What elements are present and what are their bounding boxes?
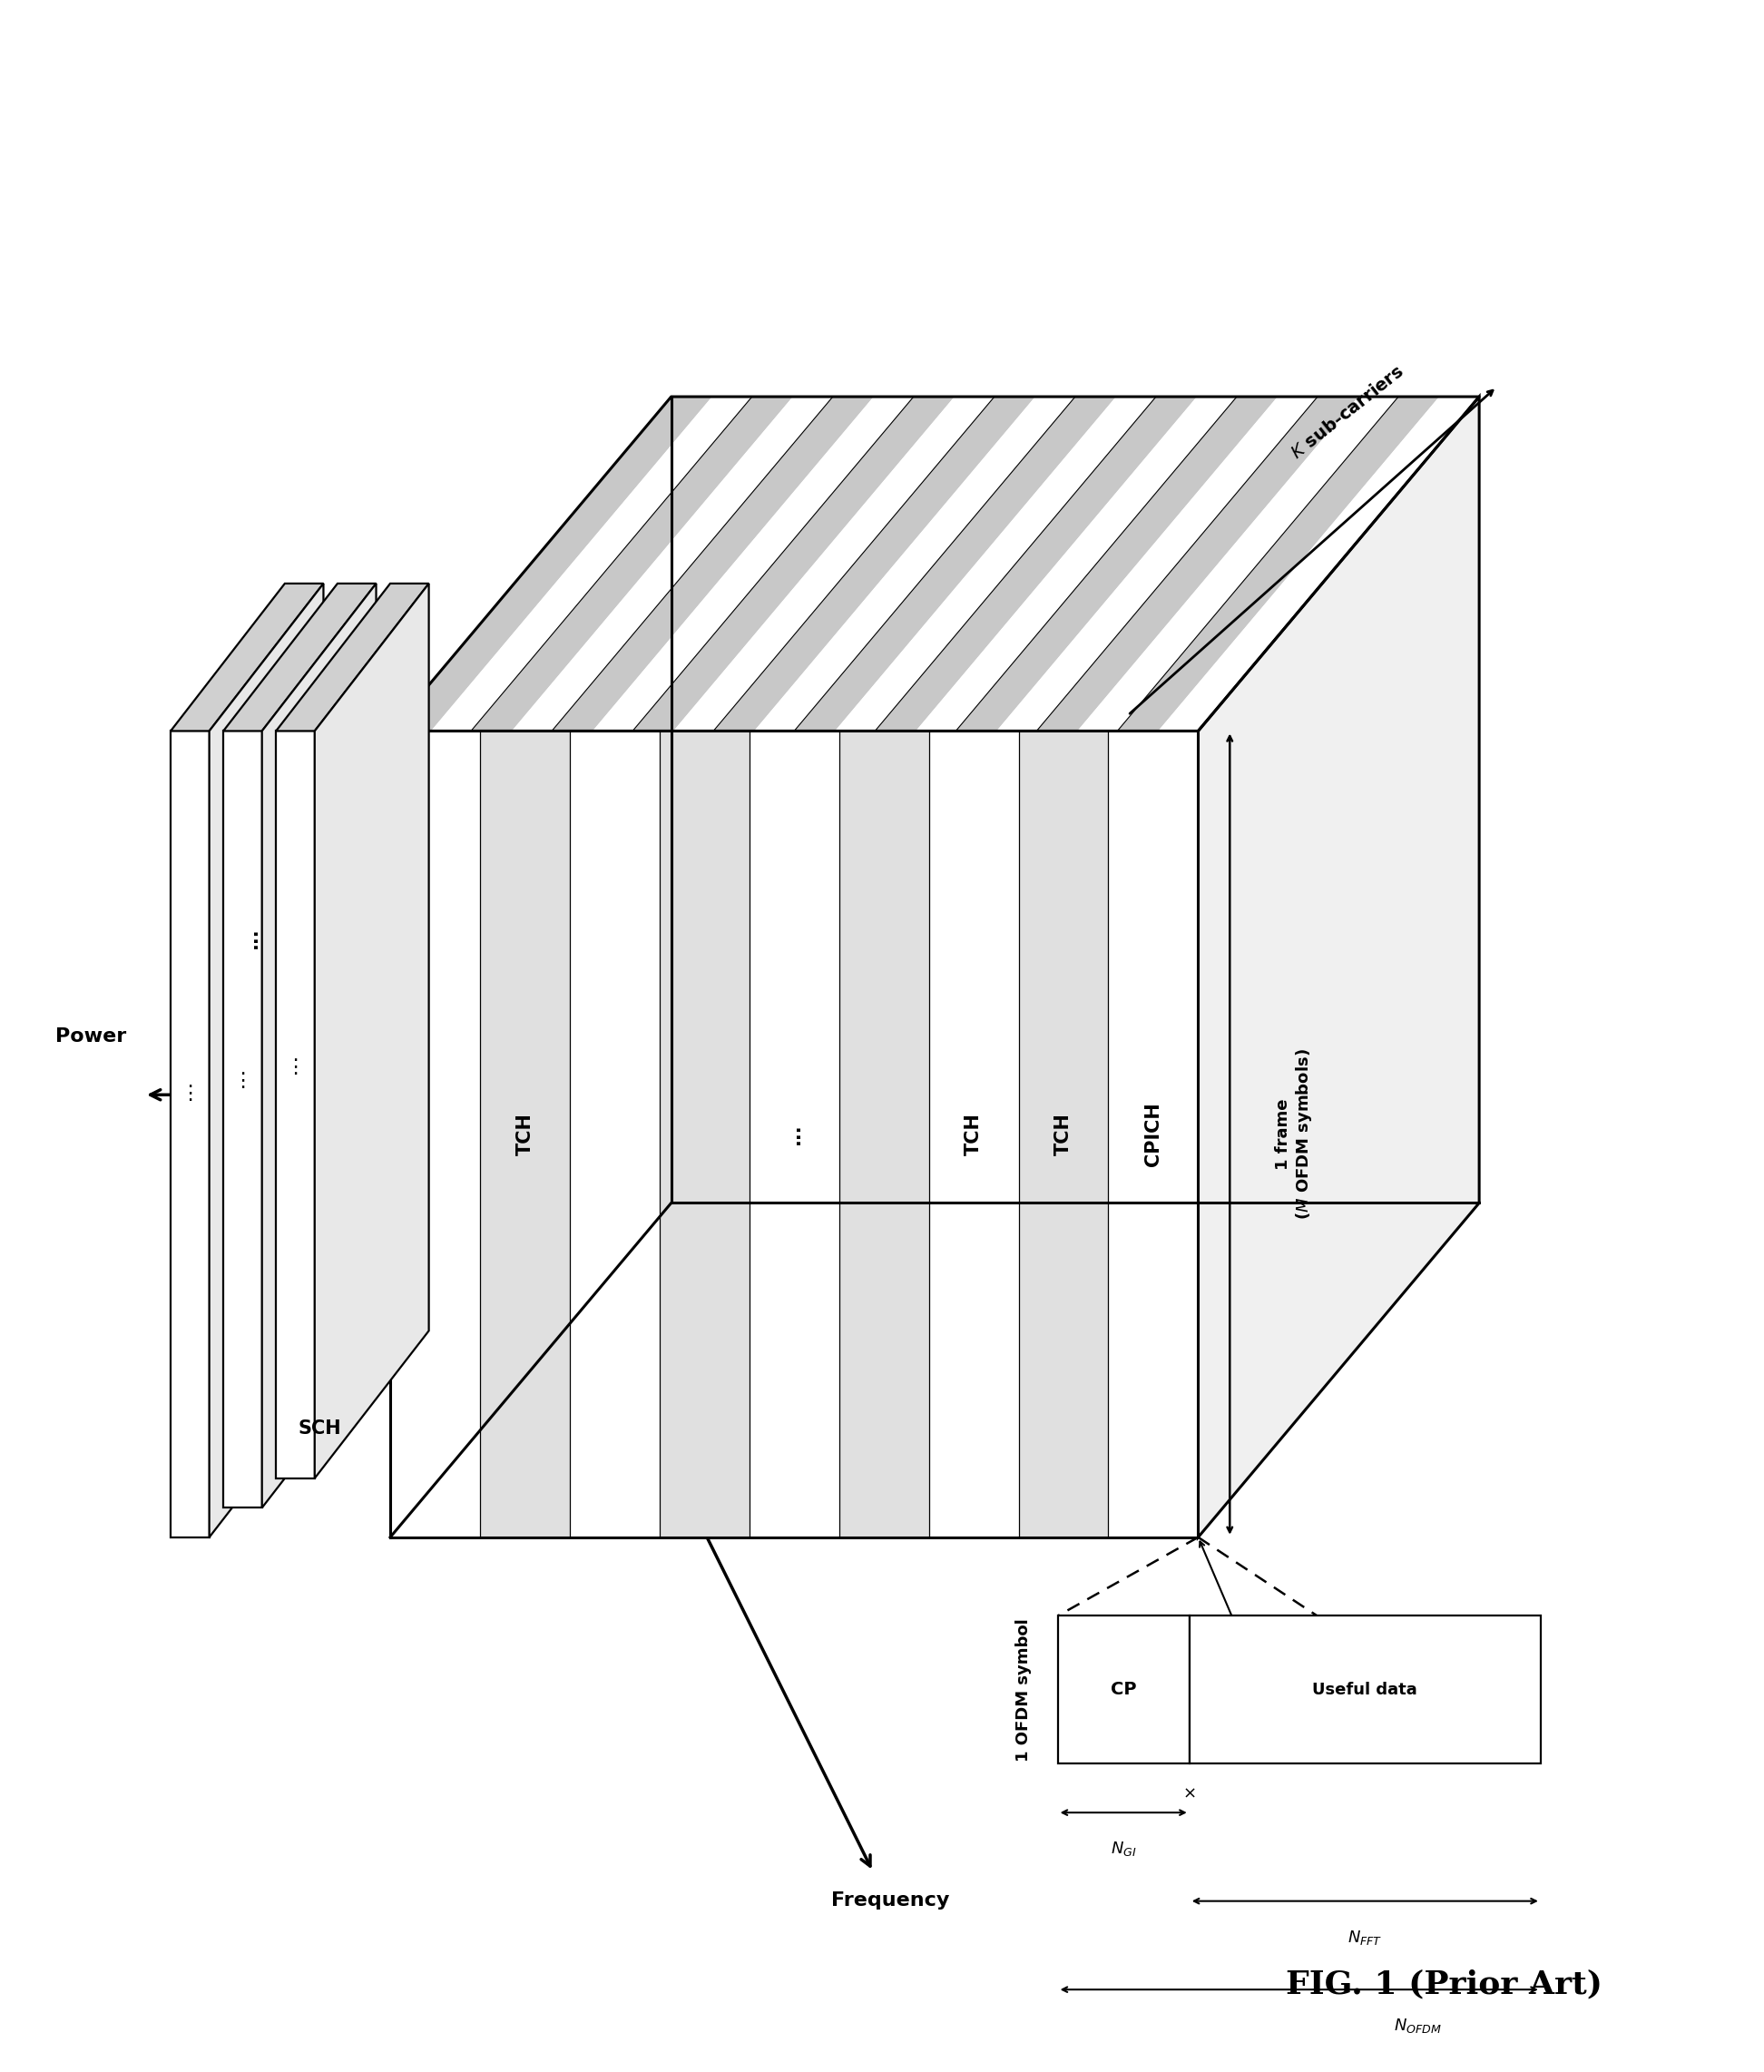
- Bar: [1058, 1616, 1189, 1763]
- Polygon shape: [1108, 731, 1198, 1537]
- Polygon shape: [956, 396, 1277, 731]
- Polygon shape: [633, 396, 954, 731]
- Polygon shape: [1117, 396, 1439, 731]
- Polygon shape: [660, 731, 750, 1537]
- Polygon shape: [171, 731, 210, 1537]
- Polygon shape: [471, 396, 792, 731]
- Text: Useful data: Useful data: [1312, 1682, 1418, 1697]
- Text: FIG. 1 (Prior Art): FIG. 1 (Prior Art): [1286, 1968, 1602, 1999]
- Polygon shape: [713, 396, 1035, 731]
- Polygon shape: [930, 731, 1018, 1537]
- Polygon shape: [275, 584, 429, 731]
- Bar: [1189, 1616, 1540, 1763]
- Polygon shape: [390, 731, 1198, 1537]
- Polygon shape: [570, 731, 660, 1537]
- Polygon shape: [390, 396, 711, 731]
- Polygon shape: [956, 396, 1277, 731]
- Polygon shape: [1037, 396, 1358, 731]
- Text: Power: Power: [56, 1028, 127, 1046]
- Polygon shape: [633, 396, 954, 731]
- Text: CP: CP: [1111, 1680, 1136, 1699]
- Polygon shape: [713, 396, 1035, 731]
- Polygon shape: [1198, 396, 1480, 1537]
- Polygon shape: [794, 396, 1115, 731]
- Polygon shape: [1018, 731, 1108, 1537]
- Text: SCH: SCH: [298, 1419, 342, 1438]
- Polygon shape: [552, 396, 873, 731]
- Polygon shape: [471, 396, 792, 731]
- Polygon shape: [840, 731, 930, 1537]
- Text: $N_{FFT}$: $N_{FFT}$: [1348, 1929, 1383, 1948]
- Polygon shape: [390, 731, 480, 1537]
- Polygon shape: [794, 396, 1115, 731]
- Bar: [1058, 1616, 1540, 1763]
- Polygon shape: [210, 584, 323, 1537]
- Text: $K$ sub-carriers: $K$ sub-carriers: [1288, 363, 1408, 462]
- Text: Frequency: Frequency: [831, 1892, 949, 1910]
- Text: ...: ...: [242, 926, 261, 949]
- Polygon shape: [390, 396, 711, 731]
- Text: CPICH: CPICH: [1145, 1102, 1162, 1167]
- Text: TCH: TCH: [515, 1113, 534, 1156]
- Polygon shape: [314, 584, 429, 1477]
- Polygon shape: [875, 396, 1196, 731]
- Polygon shape: [390, 396, 1480, 731]
- Polygon shape: [263, 584, 376, 1508]
- Text: ⋮: ⋮: [180, 1086, 199, 1102]
- Text: ...: ...: [785, 1123, 803, 1146]
- Text: TCH: TCH: [1055, 1113, 1073, 1156]
- Polygon shape: [275, 731, 314, 1477]
- Text: $N_{OFDM}$: $N_{OFDM}$: [1394, 2016, 1441, 2035]
- Text: ⋮: ⋮: [286, 1059, 305, 1075]
- Text: $\times$: $\times$: [1182, 1784, 1196, 1801]
- Text: 1 frame
($M$ OFDM symbols): 1 frame ($M$ OFDM symbols): [1275, 1048, 1314, 1220]
- Text: 1 OFDM symbol: 1 OFDM symbol: [1014, 1618, 1032, 1761]
- Polygon shape: [875, 396, 1196, 731]
- Text: Time: Time: [944, 0, 1000, 4]
- Polygon shape: [750, 731, 840, 1537]
- Text: TCH: TCH: [965, 1113, 983, 1156]
- Polygon shape: [224, 584, 376, 731]
- Polygon shape: [1117, 396, 1439, 731]
- Polygon shape: [480, 731, 570, 1537]
- Polygon shape: [552, 396, 873, 731]
- Text: $N_{GI}$: $N_{GI}$: [1111, 1840, 1136, 1859]
- Polygon shape: [1037, 396, 1358, 731]
- Text: ⋮: ⋮: [233, 1071, 252, 1090]
- Polygon shape: [171, 584, 323, 731]
- Polygon shape: [224, 731, 263, 1508]
